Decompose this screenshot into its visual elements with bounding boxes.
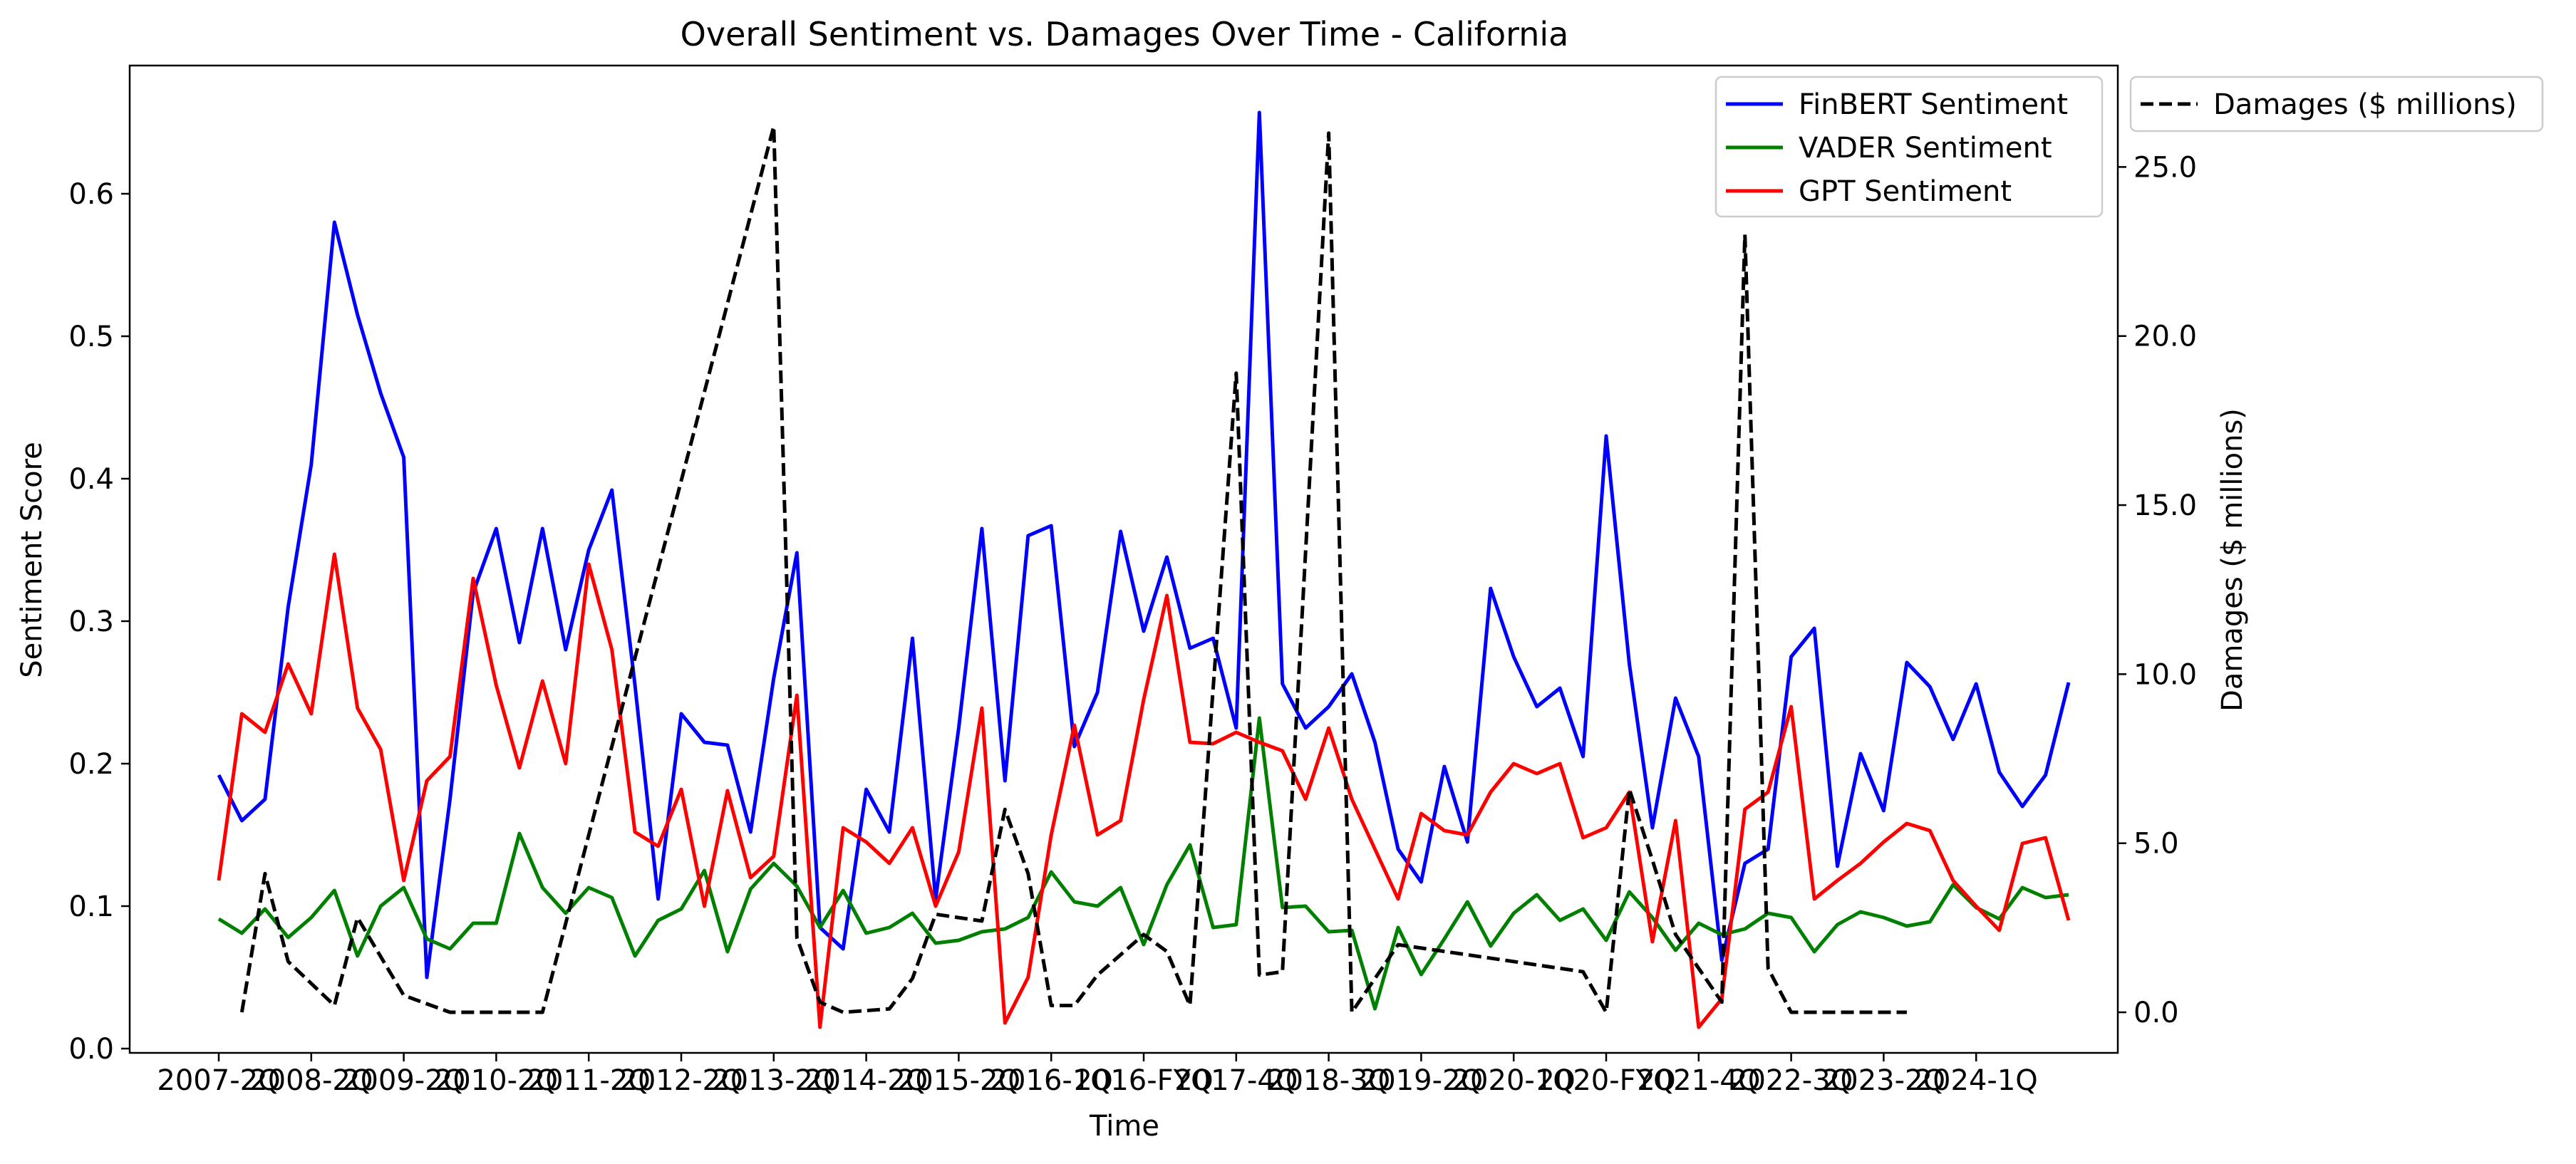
x-tick-label: 2021-4Q <box>1637 1064 1760 1097</box>
x-tick-label: 2015-2Q <box>897 1064 1020 1097</box>
series-line-gpt-sentiment <box>217 552 2071 1029</box>
x-tick-label: 2016-1Q <box>990 1064 1113 1097</box>
y-tick-label: 0.0 <box>68 1033 114 1066</box>
series-line-finbert-sentiment <box>217 110 2071 979</box>
x-tick-label: 2023-2Q <box>1822 1064 1945 1097</box>
y2-tick-label: 25.0 <box>2133 151 2197 184</box>
y-tick-label: 0.2 <box>68 748 114 781</box>
y-tick-label: 0.3 <box>68 606 114 638</box>
x-tick-label: 2019-2Q <box>1360 1064 1483 1097</box>
y2-tick-label: 15.0 <box>2133 489 2197 522</box>
y2-tick-label: 10.0 <box>2133 658 2197 691</box>
series-line-vader-sentiment <box>217 716 2069 1011</box>
legend-label: FinBERT Sentiment <box>1799 88 2068 121</box>
y2-tick-label: 5.0 <box>2133 828 2179 861</box>
x-tick-label: 2009-2Q <box>342 1064 465 1097</box>
y2-axis-label: Damages ($ millions) <box>2216 408 2249 712</box>
x-tick-label: 2016-FYQ <box>1074 1064 1213 1097</box>
legend-damages: Damages ($ millions) <box>2129 76 2544 132</box>
x-tick-label: 2007-2Q <box>157 1064 280 1097</box>
x-tick-label: 2014-2Q <box>805 1064 928 1097</box>
x-tick-label: 2010-2Q <box>435 1064 558 1097</box>
x-tick-label: 2024-1Q <box>1915 1064 2038 1097</box>
x-tick-label: 2012-2Q <box>619 1064 743 1097</box>
y-tick-label: 0.4 <box>68 463 114 496</box>
plot-area: 0.0 0.1 0.2 0.3 0.4 0.5 0.6 0.0 5.0 10.0 15.0 20.0 2… <box>68 64 2197 1097</box>
legend-frame <box>2129 76 2544 132</box>
legend-label: GPT Sentiment <box>1799 175 2012 208</box>
y-tick-label: 0.6 <box>68 178 114 211</box>
x-axis-label: Time <box>1089 1110 1159 1143</box>
plot-frame <box>128 64 2119 1054</box>
chart-title: Overall Sentiment vs. Damages Over Time … <box>681 15 1569 53</box>
y-tick-label: 0.5 <box>68 321 114 353</box>
legend-main: FinBERT Sentiment VADER Sentiment GPT Sent… <box>1714 76 2104 218</box>
x-tick-label: 2022-3Q <box>1729 1064 1853 1097</box>
y-tick-label: 0.1 <box>68 890 114 923</box>
y2-tick-label: 20.0 <box>2133 321 2197 353</box>
legend-frame <box>1714 76 2104 218</box>
x-tick-label: 2008-2Q <box>249 1064 373 1097</box>
legend-label: Damages ($ millions) <box>2213 88 2517 121</box>
x-tick-label: 2020-FYQ <box>1536 1064 1675 1097</box>
x-tick-label: 2018-3Q <box>1267 1064 1390 1097</box>
x-tick-label: 2020-1Q <box>1452 1064 1576 1097</box>
legend-label: VADER Sentiment <box>1799 132 2052 165</box>
y2-tick-label: 0.0 <box>2133 997 2179 1029</box>
x-tick-label: 2013-2Q <box>712 1064 835 1097</box>
x-tick-label: 2017-4Q <box>1174 1064 1298 1097</box>
series-line-damages-millions <box>239 124 1907 1014</box>
y-axis-label: Sentiment Score <box>16 442 48 678</box>
x-tick-label: 2011-2Q <box>527 1064 651 1097</box>
